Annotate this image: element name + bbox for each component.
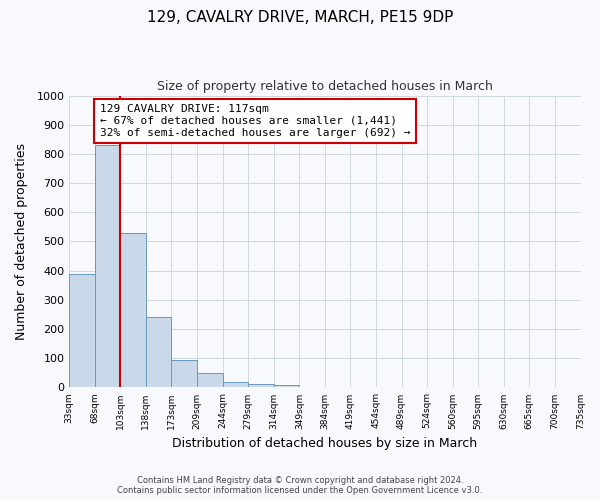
Bar [274,385,299,388]
Text: 129, CAVALRY DRIVE, MARCH, PE15 9DP: 129, CAVALRY DRIVE, MARCH, PE15 9DP [147,10,453,25]
Bar [248,384,274,388]
Bar [223,382,248,388]
Bar [95,145,121,388]
Title: Size of property relative to detached houses in March: Size of property relative to detached ho… [157,80,493,93]
Text: 129 CAVALRY DRIVE: 117sqm
← 67% of detached houses are smaller (1,441)
32% of se: 129 CAVALRY DRIVE: 117sqm ← 67% of detac… [100,104,410,138]
Bar [172,360,197,388]
Bar [197,373,223,388]
Text: Contains HM Land Registry data © Crown copyright and database right 2024.
Contai: Contains HM Land Registry data © Crown c… [118,476,482,495]
Bar [69,274,95,388]
X-axis label: Distribution of detached houses by size in March: Distribution of detached houses by size … [172,437,478,450]
Bar [146,318,172,388]
Y-axis label: Number of detached properties: Number of detached properties [15,143,28,340]
Bar [121,232,146,388]
